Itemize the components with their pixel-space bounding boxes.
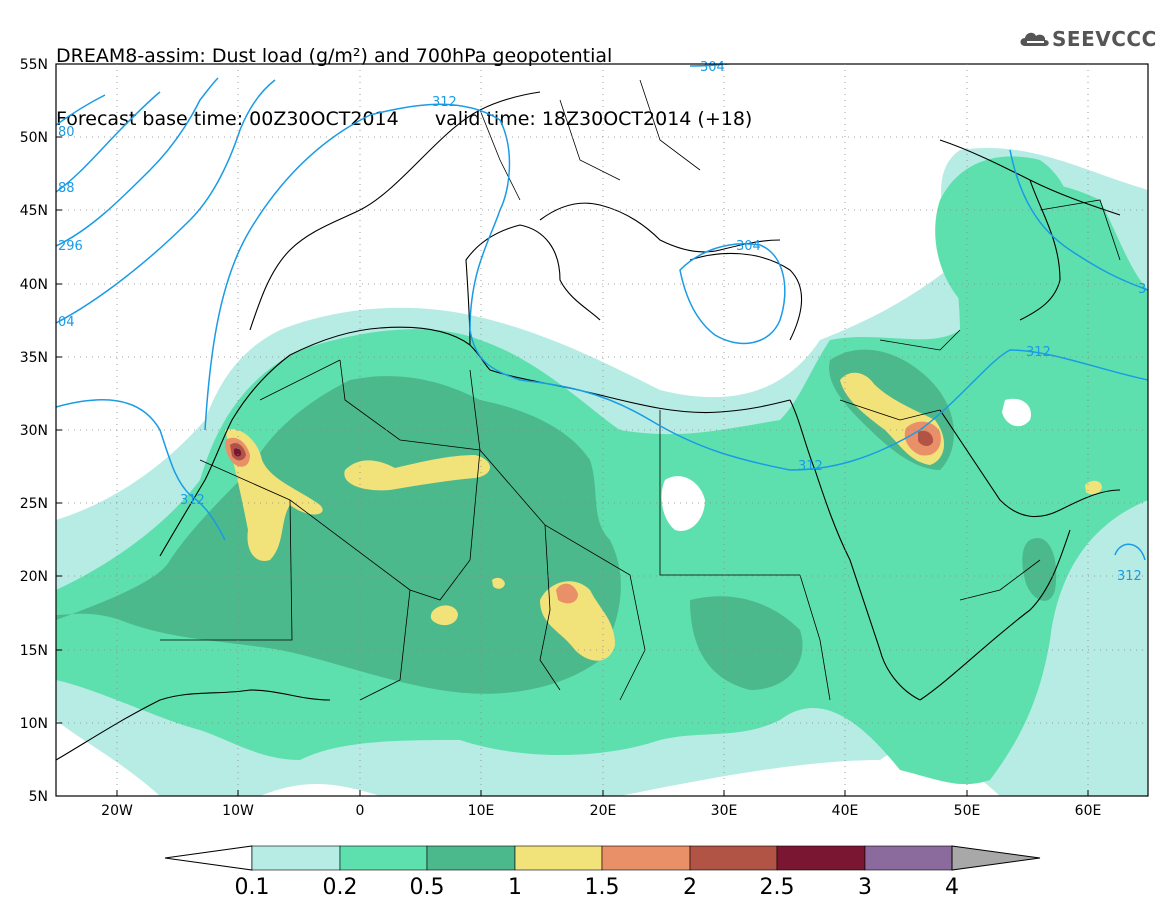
dust-band-2.5 [234,448,242,457]
contour-label-304-top: 304 [700,60,725,75]
lon-label-40e: 40E [832,803,859,819]
lat-label-5n: 5N [29,789,48,805]
dust-band-1-oman [1085,480,1102,495]
lat-label-40n: 40N [20,277,48,293]
clear-area-egypt [661,476,705,531]
contour-label-312-west: 312 [180,493,205,508]
longitude-labels: 20W 10W 0 10E 20E 30E 40E 50E 60E [101,803,1101,819]
lat-label-15n: 15N [20,643,48,659]
colorbar-swatch-2 [689,845,778,871]
colorbar-label-0.2: 0.2 [323,875,358,900]
lat-label-55n: 55N [20,57,48,73]
lat-label-50n: 50N [20,130,48,146]
lon-label-10e: 10E [468,803,495,819]
contour-label-312-north: 312 [432,95,457,110]
contour-label-312-arabian-sea: 312 [1117,569,1142,584]
colorbar-swatch-0.5 [426,845,516,871]
colorbar-label-4: 4 [945,875,959,900]
colorbar: 0.1 0.2 0.5 1 1.5 2 2.5 3 4 [164,845,1041,900]
lat-label-35n: 35N [20,350,48,366]
seevccc-logo: SEEVCCC [1018,26,1158,54]
colorbar-under-triangle [164,845,253,871]
dust-band-0.5-sahel [690,596,803,690]
contour-label-312-egypt: 312 [798,459,823,474]
dust-band-0.2-ne [935,156,1074,308]
colorbar-label-2.5: 2.5 [760,875,795,900]
contour-label-304-aegean: 304 [736,239,761,254]
lon-label-20e: 20E [590,803,617,819]
colorbar-over-triangle [951,845,1041,871]
title-line-2: Forecast base time: 00Z30OCT2014 valid t… [56,108,753,130]
lon-label-60e: 60E [1075,803,1102,819]
colorbar-label-0.5: 0.5 [410,875,445,900]
lat-label-30n: 30N [20,423,48,439]
clear-area-iran [1002,398,1031,427]
tick-marks [56,136,1089,796]
dust-band-1-niger [430,605,458,626]
colorbar-swatch-2.5 [776,845,866,871]
contour-label-312-iran: 312 [1026,345,1051,360]
lat-label-45n: 45N [20,203,48,219]
contour-label-280: 80 [58,125,75,140]
colorbar-swatch-1 [514,845,603,871]
dust-band-1-morocco [225,429,323,561]
lat-label-10n: 10N [20,716,48,732]
lon-label-50e: 50E [954,803,981,819]
colorbar-swatch-3 [864,845,953,871]
colorbar-label-1.5: 1.5 [585,875,620,900]
graticule [56,64,1148,796]
dust-band-1-chad [540,581,615,661]
dust-fields [56,64,1148,796]
lat-label-25n: 25N [20,496,48,512]
latitude-labels: 55N 50N 45N 40N 35N 30N 25N 20N 15N 10N … [20,57,48,805]
cloud-icon [1020,32,1049,46]
colorbar-swatch-0.1 [251,845,341,871]
colorbar-label-0.1: 0.1 [235,875,270,900]
dust-band-1-algeria [492,577,505,589]
lon-label-30e: 30E [711,803,738,819]
colorbar-swatch-1.5 [601,845,691,871]
lon-label-0: 0 [356,803,365,819]
contour-label-304-west: 04 [58,315,75,330]
logo-text: SEEVCCC [1052,27,1157,51]
contour-label-296: 296 [58,239,83,254]
title-line-1: DREAM8-assim: Dust load (g/m²) and 700hP… [56,45,613,67]
geopotential-contours [56,64,1148,561]
dust-band-1.5 [556,583,578,604]
lon-label-20w: 20W [101,803,133,819]
country-borders [160,79,1121,701]
contour-label-3-east: 3 [1138,282,1146,297]
map-title: DREAM8-assim: Dust load (g/m²) and 700hP… [56,4,752,151]
colorbar-label-3: 3 [858,875,872,900]
contour-label-288: 88 [58,181,75,196]
colorbar-label-1: 1 [508,875,522,900]
lon-label-10w: 10W [222,803,254,819]
dust-band-2-kuwait [918,430,934,447]
colorbar-label-2: 2 [683,875,697,900]
dust-band-1 [344,455,490,491]
lat-label-20n: 20N [20,569,48,585]
colorbar-swatch-0.2 [339,845,428,871]
